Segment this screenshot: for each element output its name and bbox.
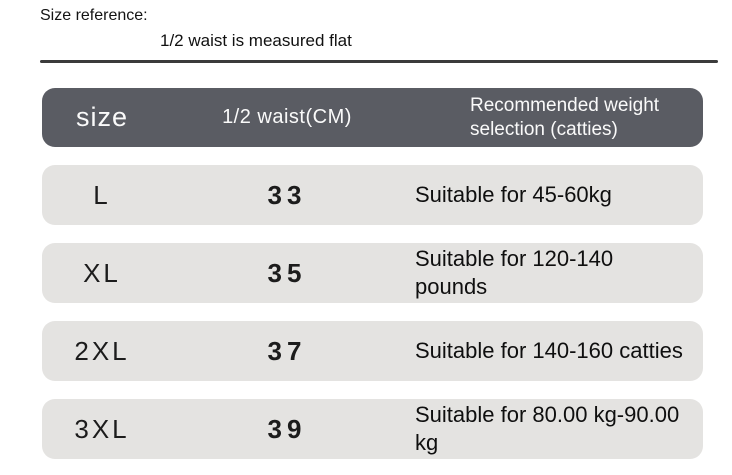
waist-cell: 35: [267, 257, 307, 288]
table-row: 2XL 37 Suitable for 140-160 catties: [42, 321, 703, 381]
column-header-weight: Recommended weight selection (catties): [470, 94, 660, 140]
waist-cell: 37: [267, 335, 307, 366]
waist-cell: 39: [267, 413, 307, 444]
weight-cell: Suitable for 140-160 catties: [415, 338, 683, 363]
size-cell: XL: [83, 257, 121, 288]
table-row: XL 35 Suitable for 120-140 pounds: [42, 243, 703, 303]
weight-cell: Suitable for 45-60kg: [415, 182, 612, 207]
size-cell: 3XL: [74, 413, 130, 444]
weight-cell: Suitable for 80.00 kg-90.00 kg: [415, 402, 680, 455]
table-row: L 33 Suitable for 45-60kg: [42, 165, 703, 225]
size-cell: 2XL: [74, 335, 130, 366]
table-header-row: size 1/2 waist(CM) Recommended weight se…: [42, 88, 703, 147]
divider-line: [40, 60, 718, 63]
column-header-size: size: [75, 102, 128, 132]
measurement-note: 1/2 waist is measured flat: [160, 31, 352, 50]
size-cell: L: [93, 179, 111, 210]
size-reference-title: Size reference:: [40, 7, 148, 24]
waist-cell: 33: [267, 179, 307, 210]
size-table: size 1/2 waist(CM) Recommended weight se…: [42, 88, 703, 459]
weight-cell: Suitable for 120-140 pounds: [415, 246, 614, 299]
table-row: 3XL 39 Suitable for 80.00 kg-90.00 kg: [42, 399, 703, 459]
column-header-waist: 1/2 waist(CM): [222, 106, 352, 128]
